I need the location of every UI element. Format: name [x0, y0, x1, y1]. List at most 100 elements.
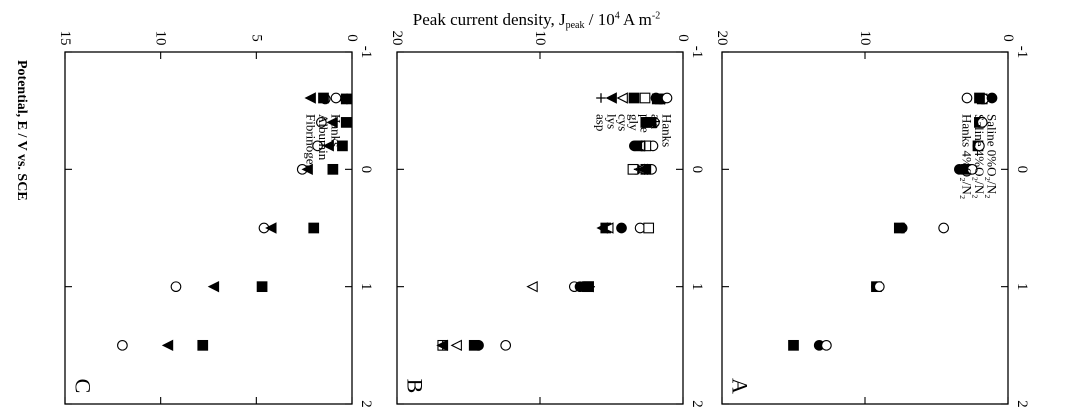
data-point [632, 141, 643, 151]
data-point [256, 281, 268, 293]
data-point [976, 117, 988, 128]
data-point [974, 140, 985, 152]
data-point [322, 140, 334, 152]
x-tick-label: 0 [689, 166, 705, 174]
y-tick-label: 10 [153, 31, 169, 46]
y-tick-label: 10 [857, 31, 873, 46]
y-tick-label: 0 [1000, 34, 1016, 42]
legend-marker [961, 92, 973, 104]
data-point [335, 93, 348, 105]
data-point [788, 339, 799, 351]
panel-letter: B [403, 379, 428, 394]
data-point [450, 339, 462, 352]
legend-marker [330, 92, 342, 104]
series-ala [473, 93, 666, 351]
data-point [117, 339, 128, 351]
legend-marker [639, 92, 651, 104]
plot-frame [64, 51, 353, 405]
data-point [633, 164, 644, 175]
data-point [938, 222, 950, 234]
title-subscript: peak [565, 20, 585, 31]
legend-label: Albumin [316, 114, 331, 161]
y-tick-label: 20 [714, 31, 730, 46]
x-tick-label: 2 [358, 400, 374, 408]
y-tick-label: 10 [532, 31, 548, 46]
legend-label: asp [594, 114, 609, 131]
y-tick-label: 0 [675, 34, 691, 42]
legend-marker [596, 93, 606, 103]
plot-frame [721, 51, 1009, 405]
data-point [616, 222, 627, 234]
panel-letter: A [728, 378, 753, 394]
series-saline-4-o2-n2 [788, 93, 988, 351]
x-tick-label: 2 [689, 400, 705, 408]
data-point [646, 117, 657, 128]
legend-label: cys [616, 114, 631, 131]
data-point [437, 340, 448, 351]
legend-marker [616, 92, 628, 104]
data-point [197, 339, 209, 351]
series-hanks [117, 93, 331, 351]
legend-marker [318, 92, 329, 104]
data-point [893, 222, 905, 234]
data-point [873, 281, 885, 293]
legend-marker [605, 92, 617, 104]
legend-label: Fibrinogen [304, 114, 319, 172]
x-tick-label: 0 [1014, 166, 1030, 174]
x-tick-label: 2 [1014, 400, 1030, 408]
legend-label: Saline 4%O₂/N₂ [972, 114, 987, 199]
data-point [207, 280, 220, 293]
y-tick-label: 5 [248, 34, 264, 42]
legend-marker [974, 92, 985, 104]
data-point [301, 163, 313, 176]
series-albumin [197, 93, 352, 351]
series-phe [437, 93, 666, 351]
data-point [265, 222, 277, 234]
x-tick-label: -1 [358, 46, 374, 59]
legend-label: gly [627, 114, 642, 131]
data-point [966, 163, 978, 175]
data-point [585, 281, 595, 292]
series-lys [436, 93, 665, 352]
data-point [161, 339, 174, 352]
x-tick-label: 1 [689, 283, 705, 291]
data-point [643, 222, 655, 234]
legend-marker [661, 92, 673, 104]
series-fibrinogen [161, 93, 348, 352]
title-tail: / 10 [584, 10, 615, 29]
data-point [316, 117, 327, 128]
data-point [327, 163, 339, 175]
data-point [308, 222, 320, 234]
legend-label: lys [605, 114, 620, 129]
y-tick-label: 20 [389, 31, 405, 46]
title-unit: A m [619, 10, 652, 29]
data-point [526, 280, 538, 293]
data-point [821, 339, 832, 351]
data-point [326, 116, 338, 129]
data-point [468, 339, 480, 351]
data-point [337, 140, 348, 152]
legend-label: phe [638, 114, 653, 133]
title-unit-exponent: -2 [651, 10, 661, 22]
legend-marker [304, 92, 316, 104]
data-point [598, 223, 608, 233]
x-tick-label: -1 [689, 46, 705, 59]
series-gly [468, 93, 663, 351]
shared-y-axis-title: Peak current density, Jpeak / 104 A m-2 [0, 10, 1073, 31]
series-asp [437, 94, 665, 351]
title-main: Peak current density, J [412, 10, 566, 29]
x-tick-label: -1 [1014, 46, 1030, 59]
x-tick-label: 1 [1014, 283, 1030, 291]
data-point [340, 117, 352, 128]
legend-label: Hanks [660, 114, 675, 147]
legend-marker [650, 92, 662, 104]
legend-label: Hanks 4%O₂/N₂ [960, 114, 975, 199]
y-tick-label: 15 [57, 31, 73, 46]
data-point [170, 281, 182, 293]
